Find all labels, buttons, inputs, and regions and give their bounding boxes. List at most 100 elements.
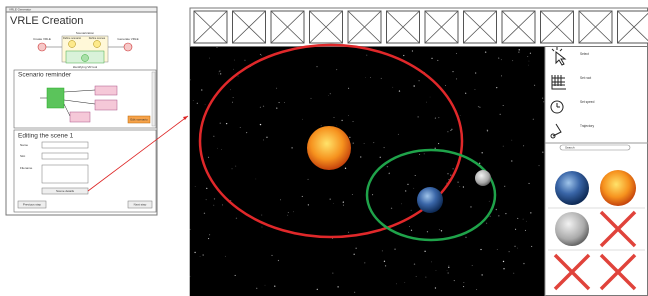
text-input[interactable] — [42, 142, 88, 148]
star — [487, 130, 488, 131]
star — [209, 58, 210, 59]
text-area[interactable] — [42, 165, 88, 183]
star — [430, 97, 431, 98]
star — [503, 261, 504, 262]
flow-label: Scenarization — [76, 31, 95, 35]
star — [364, 262, 365, 263]
star — [321, 125, 322, 126]
star — [235, 166, 236, 167]
star — [463, 282, 464, 283]
star — [427, 231, 428, 232]
gallery-moon[interactable] — [555, 212, 589, 246]
star — [360, 156, 361, 157]
star — [387, 166, 388, 167]
star — [226, 123, 227, 124]
star — [523, 219, 524, 220]
star — [441, 230, 442, 231]
star — [480, 249, 481, 250]
star — [398, 134, 399, 135]
scrollbar[interactable] — [152, 72, 155, 126]
star — [519, 49, 520, 50]
star — [542, 98, 543, 99]
star — [529, 183, 530, 184]
star — [272, 255, 273, 256]
star — [447, 270, 448, 271]
star — [449, 265, 450, 266]
flow-label: Identifying VR tool — [73, 65, 98, 69]
moon[interactable] — [475, 170, 491, 186]
star — [333, 203, 334, 204]
star — [437, 60, 438, 61]
screenshot: VRLE Generator VRLE Creation Create VRLE… — [0, 0, 648, 296]
star — [233, 69, 234, 70]
flow-sub — [82, 55, 89, 62]
star — [341, 120, 342, 121]
star — [348, 88, 349, 89]
star — [232, 169, 233, 170]
star — [225, 256, 226, 257]
text-input[interactable] — [42, 153, 88, 159]
star — [201, 89, 202, 90]
star — [246, 132, 247, 133]
star — [530, 53, 531, 54]
star — [511, 140, 512, 141]
sun[interactable] — [307, 126, 351, 170]
star — [448, 267, 449, 268]
star — [518, 51, 519, 52]
gallery-sun[interactable] — [600, 170, 636, 206]
star — [308, 179, 309, 180]
star — [260, 124, 261, 125]
star — [525, 230, 526, 231]
star — [206, 199, 207, 200]
star — [479, 163, 480, 164]
star — [435, 287, 436, 288]
star — [463, 286, 464, 287]
star — [194, 252, 195, 253]
star — [348, 232, 349, 233]
star — [221, 149, 222, 150]
star — [334, 117, 335, 118]
star — [284, 102, 285, 103]
star — [504, 186, 505, 187]
star — [403, 55, 404, 56]
star — [475, 72, 476, 73]
star — [204, 213, 205, 214]
star — [276, 108, 277, 109]
star — [523, 263, 524, 264]
star — [276, 88, 277, 89]
star — [500, 114, 501, 115]
star — [528, 65, 529, 66]
star — [260, 54, 261, 55]
star — [485, 51, 486, 52]
star — [530, 212, 531, 213]
star — [356, 248, 357, 249]
star — [235, 275, 236, 276]
star — [531, 246, 532, 247]
tool-label: Set root — [580, 76, 591, 80]
star — [411, 210, 412, 211]
star — [336, 125, 337, 126]
star — [380, 157, 381, 158]
star — [472, 265, 473, 266]
star — [310, 98, 311, 99]
star — [240, 127, 241, 128]
star — [230, 89, 231, 90]
tool-label: Trajectory — [580, 124, 594, 128]
star — [542, 152, 543, 153]
star — [343, 201, 344, 202]
star — [343, 205, 344, 206]
earth[interactable] — [417, 187, 443, 213]
star — [509, 251, 510, 252]
star — [503, 268, 504, 269]
star — [220, 123, 221, 124]
star — [431, 58, 432, 59]
star — [302, 196, 303, 197]
star — [412, 50, 413, 51]
star — [419, 154, 420, 155]
star — [426, 102, 427, 103]
star — [206, 188, 207, 189]
star — [447, 173, 448, 174]
star — [278, 260, 279, 261]
star — [209, 234, 210, 235]
gallery-earth[interactable] — [555, 171, 589, 205]
